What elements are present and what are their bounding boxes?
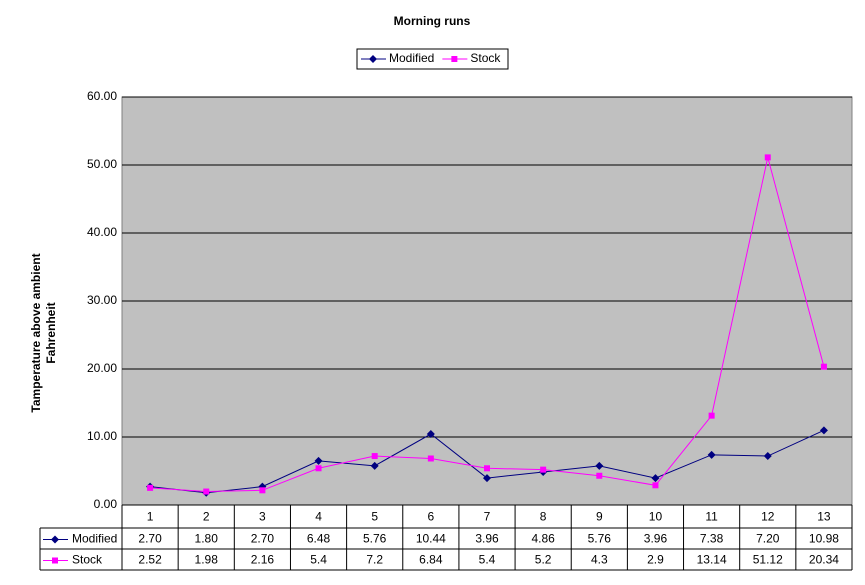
table-value: 5.2 [535,553,552,567]
legend-label: Modified [72,532,117,546]
table-value: 51.12 [753,553,783,567]
x-tick-label: 3 [259,510,266,524]
y-axis-title: Tamperature above ambient [29,253,43,412]
table-value: 13.14 [697,553,727,567]
x-tick-label: 1 [147,510,154,524]
x-tick-label: 8 [540,510,547,524]
data-point [315,465,322,472]
y-tick-label: 30.00 [87,293,117,307]
x-tick-label: 6 [428,510,435,524]
data-point [203,488,210,495]
x-tick-label: 5 [371,510,378,524]
legend-label: Stock [72,553,103,567]
legend-box [356,48,509,70]
data-point [819,426,828,435]
x-tick-label: 13 [817,510,831,524]
x-tick-label: 11 [705,510,718,524]
table-value: 7.2 [366,553,383,567]
data-point [540,466,547,473]
x-tick-label: 7 [484,510,491,524]
x-tick-label: 10 [649,510,663,524]
table-value: 20.34 [809,553,839,567]
legend-key-marker [451,56,458,62]
data-point [820,363,827,370]
table-value: 3.96 [644,532,668,546]
data-point [483,474,491,483]
table-value: 2.70 [251,532,275,546]
legend-key-marker [51,535,59,544]
table-value: 5.4 [310,553,327,567]
table-value: 10.44 [416,532,446,546]
data-point [259,487,266,494]
legend-key-marker [52,557,58,564]
table-value: 6.48 [307,532,331,546]
y-tick-label: 40.00 [87,225,117,239]
table-value: 5.4 [479,553,496,567]
data-point [371,453,378,460]
table-value: 4.3 [591,553,608,567]
table-value: 1.80 [195,532,219,546]
data-point [147,484,154,491]
table-value: 1.98 [195,553,219,567]
legend-label: Modified [389,51,434,65]
table-value: 7.38 [700,532,724,546]
data-point [426,430,435,439]
table-value: 4.86 [531,532,555,546]
data-point [651,474,660,483]
y-tick-label: 50.00 [87,157,117,171]
table-value: 2.70 [138,532,162,546]
data-point [652,482,659,489]
y-axis-title: Fahrenheit [44,302,58,363]
table-value: 2.16 [251,553,275,567]
data-point [595,461,604,470]
table-value: 2.52 [138,553,162,567]
table-value: 5.76 [363,532,387,546]
data-point [764,154,771,161]
legend-label: Stock [470,51,501,65]
data-point [427,455,434,462]
data-point [763,452,772,461]
y-tick-label: 10.00 [87,429,117,443]
data-point [370,461,379,470]
table-value: 5.76 [588,532,612,546]
table-value: 3.96 [475,532,499,546]
chart-title: Morning runs [394,14,471,28]
y-tick-label: 20.00 [87,361,117,375]
data-point [708,412,715,419]
table-value: 7.20 [756,532,780,546]
data-point [707,450,716,459]
x-tick-label: 4 [315,510,322,524]
table-value: 2.9 [647,553,664,567]
x-tick-label: 2 [203,510,210,524]
x-tick-label: 12 [761,510,775,524]
legend-key-marker [369,55,377,63]
x-tick-label: 9 [596,510,603,524]
table-value: 10.98 [809,532,839,546]
table-value: 6.84 [419,553,443,567]
data-point [596,472,603,479]
y-tick-label: 60.00 [87,89,117,103]
y-tick-label: 0.00 [94,497,118,511]
data-point [484,465,490,472]
data-point [314,456,323,465]
